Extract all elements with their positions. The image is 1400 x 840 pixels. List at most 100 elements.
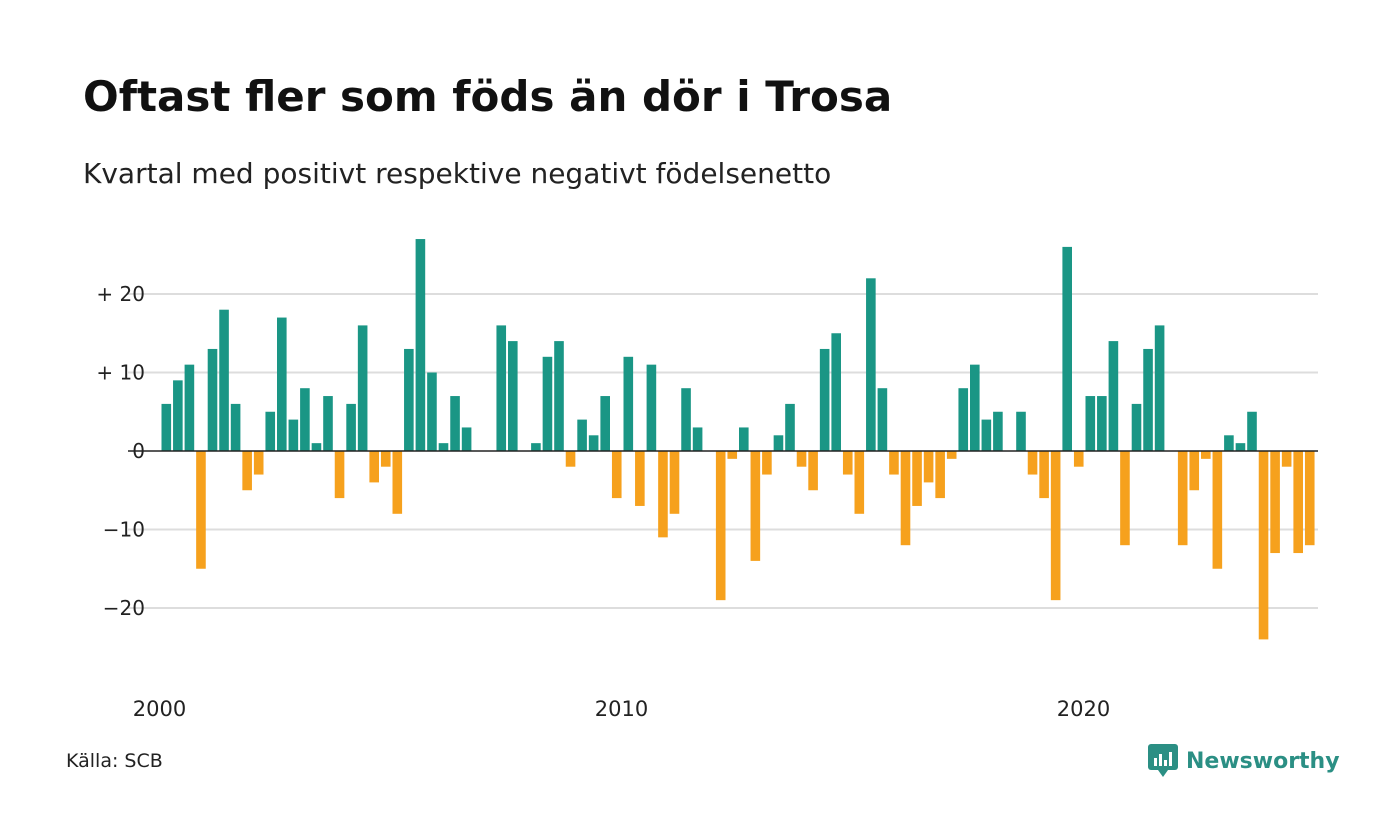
newsworthy-logo-icon: [1148, 744, 1178, 777]
x-tick-label: 2020: [1057, 697, 1110, 721]
bar: [588, 435, 599, 451]
bar: [369, 451, 379, 483]
bar: [923, 451, 934, 483]
bar: [1258, 451, 1269, 640]
bar: [808, 451, 818, 491]
bar: [1085, 396, 1096, 451]
bar: [600, 396, 610, 451]
bar: [669, 451, 680, 514]
bar: [773, 435, 784, 451]
bar: [277, 317, 287, 451]
bar: [1224, 435, 1234, 451]
bar: [819, 348, 830, 451]
bar: [1304, 451, 1315, 546]
bar: [715, 451, 726, 601]
bar: [646, 364, 657, 451]
bar: [1235, 443, 1246, 451]
bar: [450, 396, 460, 451]
bar: [496, 325, 507, 451]
y-tick-label: + 20: [96, 282, 145, 306]
bar: [854, 451, 865, 514]
bar: [1120, 451, 1130, 546]
bar: [739, 427, 749, 451]
bar: [981, 419, 992, 451]
bar: [946, 451, 957, 459]
bar: [438, 443, 449, 451]
bar: [1016, 411, 1026, 451]
bar: [357, 325, 368, 451]
bar: [242, 451, 252, 491]
bar: [461, 427, 472, 451]
bar: [207, 348, 218, 451]
bar: [554, 341, 564, 451]
bar: [958, 388, 969, 451]
bar: [196, 451, 206, 569]
bar: [635, 451, 645, 506]
bar: [1154, 325, 1165, 451]
bar: [866, 278, 876, 451]
bar: [265, 411, 276, 451]
bar: [1270, 451, 1280, 554]
bar: [288, 419, 299, 451]
bar: [889, 451, 899, 475]
bar: [161, 403, 172, 451]
bar: [404, 348, 414, 451]
bar: [623, 356, 634, 451]
bar: [1177, 451, 1188, 546]
bar: [750, 451, 761, 561]
bar: [785, 403, 795, 451]
bar: [658, 451, 668, 538]
bar: [762, 451, 772, 475]
bar: [842, 451, 853, 475]
bar: [1281, 451, 1292, 467]
bar: [993, 411, 1003, 451]
brand-logo: Newsworthy: [1148, 744, 1340, 778]
y-tick-label: −20: [103, 596, 145, 620]
bar: [542, 356, 553, 451]
bar: [1131, 403, 1142, 451]
bar: [300, 388, 310, 451]
bar: [380, 451, 391, 467]
bar: [415, 239, 426, 451]
bar: [1189, 451, 1200, 491]
x-tick-label: 2010: [595, 697, 648, 721]
bar: [831, 333, 841, 451]
bar: [1073, 451, 1084, 467]
bar: [565, 451, 576, 467]
chart-title: Oftast fler som föds än dör i Trosa: [83, 72, 893, 121]
bar: [796, 451, 807, 467]
bar: [1247, 411, 1257, 451]
bar: [184, 364, 195, 451]
bar: [173, 380, 183, 451]
bar: [912, 451, 922, 506]
bar: [900, 451, 911, 546]
bar: [1062, 246, 1072, 451]
bar: [508, 341, 518, 451]
bar: [311, 443, 322, 451]
bar: [531, 443, 541, 451]
bar: [727, 451, 738, 459]
bar: [1027, 451, 1038, 475]
bar: [1201, 451, 1211, 459]
bar: [427, 372, 437, 451]
bar: [970, 364, 980, 451]
bar: [577, 419, 587, 451]
bar: [334, 451, 345, 499]
source-label: Källa: SCB: [66, 750, 163, 772]
bar: [323, 396, 333, 451]
chart-subtitle: Kvartal med positivt respektive negativt…: [83, 157, 832, 190]
bar: [1050, 451, 1061, 601]
bar: [230, 403, 241, 451]
bar: [253, 451, 264, 475]
bar: [1212, 451, 1223, 569]
brand-name: Newsworthy: [1186, 748, 1340, 774]
bar: [1108, 341, 1119, 451]
bar: [877, 388, 888, 451]
x-tick-label: 2000: [133, 697, 186, 721]
bar: [1039, 451, 1049, 499]
bar: [1293, 451, 1303, 554]
bar: [681, 388, 691, 451]
bar: [1097, 396, 1107, 451]
bar: [611, 451, 622, 499]
